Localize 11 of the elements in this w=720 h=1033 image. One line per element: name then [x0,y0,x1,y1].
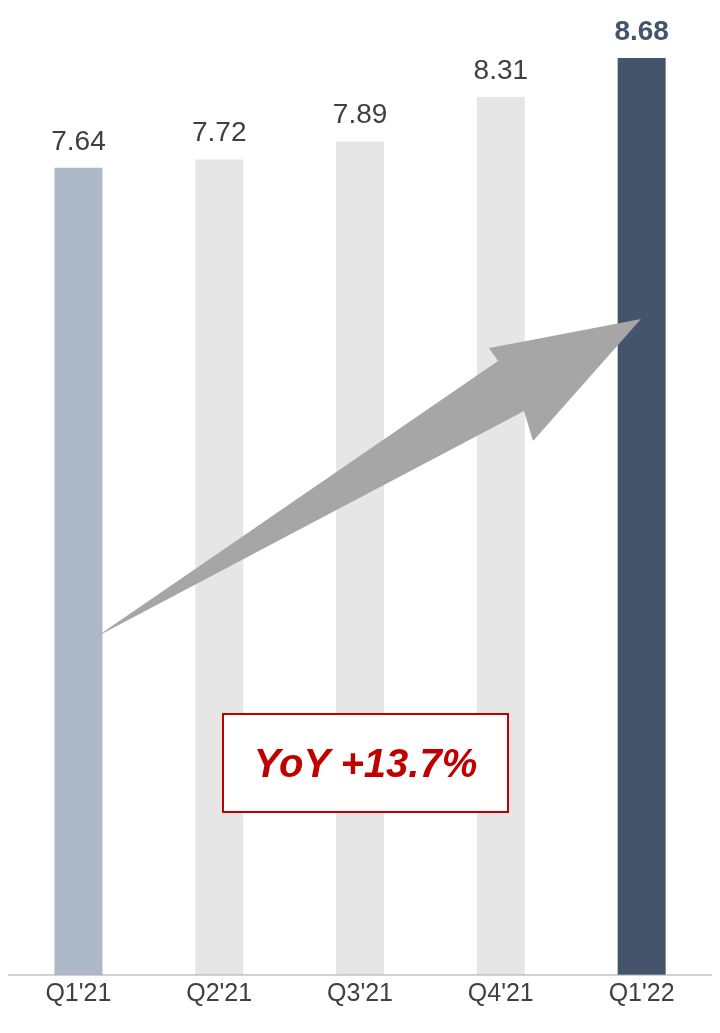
data-label: 8.68 [614,15,669,46]
x-tick-label: Q2'21 [186,977,253,1006]
x-tick-label: Q3'21 [327,977,393,1006]
annotation: YoY +13.7% [222,713,509,813]
x-tick-label: Q1'22 [608,977,675,1006]
data-label: 8.31 [473,54,529,86]
x-tick-label: Q4'21 [467,977,534,1006]
data-label: 7.89 [332,98,388,130]
x-tick-label: Q1'21 [45,977,112,1006]
data-label: 7.64 [51,124,106,156]
data-label: 7.72 [192,116,247,148]
